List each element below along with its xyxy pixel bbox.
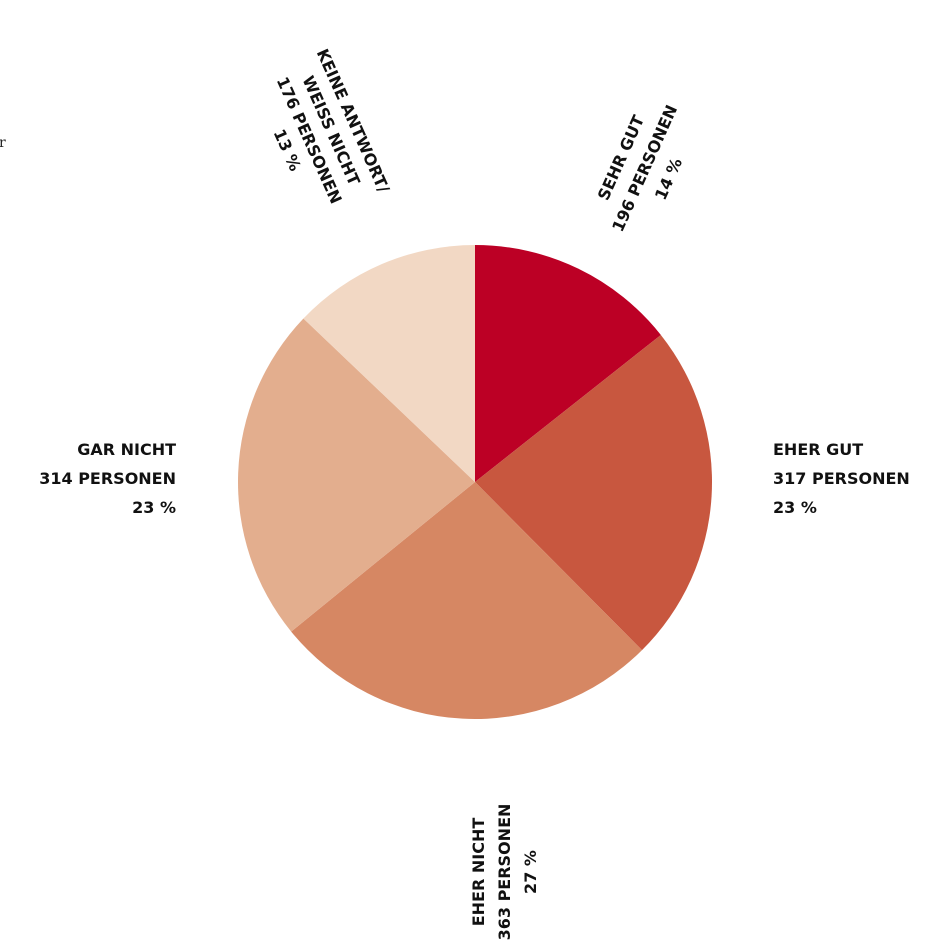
slice-label-line: 317 PERSONEN bbox=[773, 469, 910, 488]
slice-label-gar-nicht: GAR NICHT 314 PERSONEN 23 % bbox=[39, 440, 176, 517]
pie-slice-eher-nicht bbox=[291, 482, 643, 720]
pie-slices bbox=[237, 245, 713, 720]
slice-label-line: 314 PERSONEN bbox=[39, 469, 176, 488]
pie-slice-eher-gut bbox=[475, 334, 713, 651]
pie-labels: SEHR GUT196 PERSONEN14 % EHER GUT 317 PERS… bbox=[39, 46, 910, 941]
slice-label-line: 27 % bbox=[521, 850, 540, 894]
slice-label-line: 23 % bbox=[773, 498, 817, 517]
edge-text-fragment: r bbox=[0, 135, 6, 151]
slice-label-eher-nicht: EHER NICHT 363 PERSONEN 27 % bbox=[469, 804, 540, 941]
pie-slice-gar-nicht bbox=[237, 318, 475, 632]
slice-label-line: EHER NICHT bbox=[469, 818, 488, 927]
slice-label-line: 363 PERSONEN bbox=[495, 804, 514, 941]
slice-label-line: EHER GUT bbox=[773, 440, 863, 459]
slice-label-eher-gut: EHER GUT 317 PERSONEN 23 % bbox=[773, 440, 910, 517]
pie-slice-keine-antwort bbox=[303, 245, 475, 482]
slice-label-keine-antwort: KEINE ANTWORT/WEISS NICHT176 PERSONEN13 … bbox=[247, 46, 393, 225]
slice-label-line: 23 % bbox=[132, 498, 176, 517]
slice-label-sehr-gut: SEHR GUT196 PERSONEN14 % bbox=[584, 91, 704, 245]
slice-label-line: GAR NICHT bbox=[77, 440, 176, 459]
pie-slice-sehr-gut bbox=[475, 245, 661, 482]
